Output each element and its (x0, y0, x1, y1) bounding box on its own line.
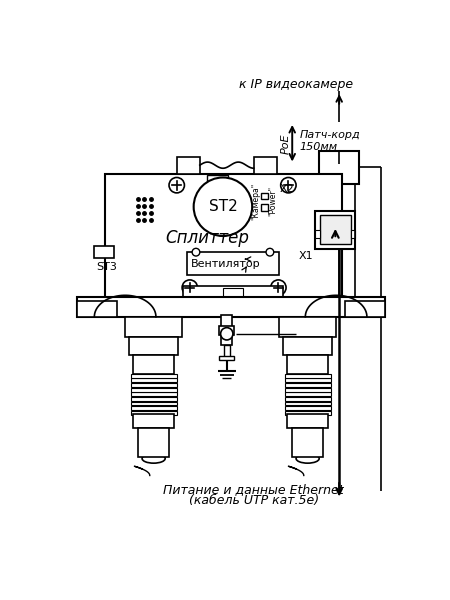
Bar (287, 355, 328, 374)
Bar (130, 388, 177, 392)
Ellipse shape (296, 454, 319, 463)
Circle shape (194, 178, 252, 236)
Text: ST3: ST3 (96, 262, 117, 272)
Bar (125, 317, 182, 337)
Circle shape (281, 178, 296, 193)
Bar (221, 316, 232, 328)
Bar (254, 157, 277, 173)
Bar (183, 286, 283, 298)
Bar (130, 397, 177, 401)
Text: "Камера": "Камера" (252, 183, 261, 220)
Bar (224, 344, 230, 358)
Text: ST2: ST2 (208, 199, 237, 214)
Text: к IP видеокамере: к IP видеокамере (239, 78, 353, 91)
Bar (284, 383, 331, 387)
Bar (76, 297, 385, 317)
Circle shape (182, 280, 198, 295)
Bar (284, 401, 331, 406)
Circle shape (192, 248, 200, 256)
Text: "Power": "Power" (269, 186, 278, 217)
Bar (287, 414, 328, 428)
Text: Сплиттер: Сплиттер (166, 229, 249, 247)
Bar (284, 374, 331, 377)
Bar (261, 193, 268, 199)
Bar (130, 411, 177, 415)
Circle shape (266, 248, 274, 256)
Ellipse shape (142, 454, 165, 463)
Bar (207, 175, 228, 183)
Text: Питание и данные Ethernet: Питание и данные Ethernet (163, 483, 344, 496)
Bar (129, 337, 178, 355)
Bar (138, 428, 169, 457)
Bar (261, 205, 268, 211)
Bar (177, 157, 200, 173)
Bar (315, 230, 320, 238)
Bar (284, 411, 331, 415)
Circle shape (169, 178, 184, 193)
Text: X1: X1 (299, 251, 314, 260)
Text: (кабель UTP кат.5е): (кабель UTP кат.5е) (189, 494, 319, 506)
Circle shape (220, 328, 233, 340)
Bar (130, 401, 177, 406)
Bar (283, 337, 332, 355)
Circle shape (270, 280, 286, 295)
Bar (105, 173, 342, 299)
Bar (351, 230, 356, 238)
Bar (130, 379, 177, 382)
Bar (219, 356, 234, 360)
Bar (133, 355, 175, 374)
Bar (284, 392, 331, 396)
Bar (130, 383, 177, 387)
Bar (284, 406, 331, 410)
Bar (187, 252, 279, 275)
Bar (319, 151, 359, 184)
Bar (219, 326, 234, 335)
Bar (133, 414, 175, 428)
Bar (284, 388, 331, 392)
Bar (284, 397, 331, 401)
Bar (130, 392, 177, 396)
Bar (223, 287, 243, 297)
Bar (292, 428, 323, 457)
Bar (315, 211, 356, 249)
Bar (130, 406, 177, 410)
Bar (345, 301, 385, 317)
Bar (130, 374, 177, 377)
Bar (76, 301, 117, 317)
Bar (279, 317, 336, 337)
Bar (94, 246, 113, 259)
Bar (320, 215, 351, 244)
Bar (284, 379, 331, 382)
Text: PoE: PoE (280, 133, 290, 154)
Text: X2: X2 (280, 184, 295, 194)
Text: Патч-корд
150мм: Патч-корд 150мм (300, 130, 361, 152)
Text: Вентилятор: Вентилятор (190, 259, 260, 269)
Bar (221, 334, 232, 344)
